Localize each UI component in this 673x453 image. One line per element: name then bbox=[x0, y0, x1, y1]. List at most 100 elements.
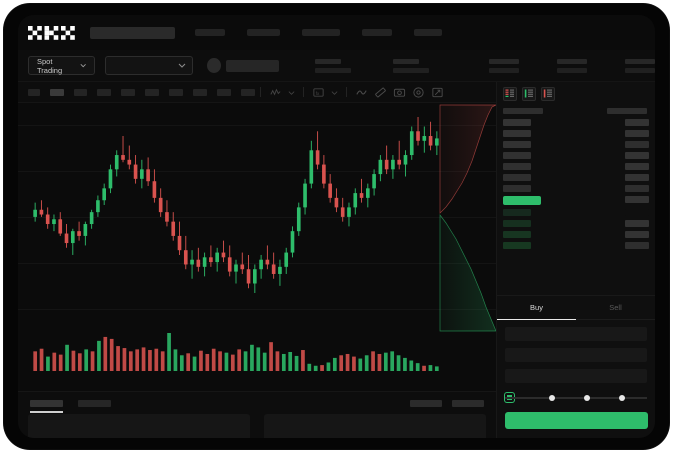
search-input[interactable] bbox=[90, 26, 175, 39]
orders-action-0[interactable] bbox=[410, 400, 442, 407]
orderbook-ask-row[interactable] bbox=[503, 185, 649, 192]
slider-track bbox=[505, 397, 647, 399]
orderbook-ask-row[interactable] bbox=[503, 152, 649, 159]
tab-sell[interactable]: Sell bbox=[576, 296, 655, 320]
orderbook-ask-row[interactable] bbox=[503, 141, 649, 148]
ask-size bbox=[625, 174, 649, 181]
market-mode-selector[interactable]: Spot Trading bbox=[28, 56, 96, 75]
interval-button-9[interactable] bbox=[241, 88, 255, 96]
top-navigation-bar bbox=[18, 15, 655, 50]
tab-order-history[interactable] bbox=[78, 400, 111, 407]
ask-size bbox=[625, 119, 649, 126]
order-total-field[interactable] bbox=[505, 369, 647, 383]
tab-order-history-label bbox=[78, 400, 111, 407]
fullscreen-icon[interactable] bbox=[431, 86, 444, 99]
interval-button-8[interactable] bbox=[217, 88, 231, 96]
orderbook-bid-row[interactable] bbox=[503, 220, 649, 227]
interval-button-0[interactable] bbox=[28, 88, 40, 96]
interval-button-2[interactable] bbox=[74, 88, 87, 96]
nav-item-0[interactable] bbox=[195, 29, 225, 36]
svg-text:fx: fx bbox=[316, 90, 320, 95]
orders-bottom-panel bbox=[18, 391, 496, 438]
chevron-down-icon bbox=[80, 63, 86, 68]
nav-item-4[interactable] bbox=[414, 29, 442, 36]
orders-card-0[interactable] bbox=[28, 414, 250, 438]
orderbook-panel bbox=[496, 82, 655, 295]
interval-button-7[interactable] bbox=[193, 88, 207, 96]
buy-sell-tabs: Buy Sell bbox=[497, 296, 655, 320]
ask-size bbox=[625, 141, 649, 148]
indicators-icon[interactable]: fx bbox=[312, 86, 325, 99]
interval-button-5[interactable] bbox=[145, 88, 159, 96]
line-study-icon[interactable] bbox=[355, 86, 368, 99]
okx-logo[interactable] bbox=[28, 25, 78, 40]
slider-step-50[interactable] bbox=[583, 394, 590, 401]
trading-sub-header: Spot Trading bbox=[18, 50, 655, 82]
ask-price bbox=[503, 152, 531, 159]
chart-type-icon[interactable] bbox=[269, 86, 282, 99]
camera-icon[interactable] bbox=[393, 86, 406, 99]
orderbook-bid-row[interactable] bbox=[503, 242, 649, 249]
volume-series bbox=[33, 333, 439, 371]
ask-price bbox=[503, 163, 531, 170]
slider-step-75[interactable] bbox=[618, 394, 625, 401]
settings-gear-icon[interactable] bbox=[412, 86, 425, 99]
orders-cards bbox=[18, 414, 496, 438]
tab-open-orders-label bbox=[30, 400, 63, 407]
spread-indicator bbox=[503, 196, 541, 205]
order-amount-field[interactable] bbox=[505, 348, 647, 362]
orderbook-rows bbox=[497, 114, 655, 249]
orderbook-bids-icon[interactable] bbox=[522, 87, 536, 101]
interval-button-6[interactable] bbox=[169, 88, 183, 96]
interval-buttons bbox=[28, 88, 255, 96]
chart-gridlines bbox=[18, 103, 496, 391]
submit-order-button[interactable] bbox=[505, 412, 648, 429]
bid-price bbox=[503, 209, 531, 216]
ruler-icon[interactable] bbox=[374, 86, 387, 99]
nav-item-2[interactable] bbox=[302, 29, 340, 36]
orderbook-ask-row[interactable] bbox=[503, 130, 649, 137]
orderbook-bid-row[interactable] bbox=[503, 209, 649, 216]
orders-action-1[interactable] bbox=[452, 400, 484, 407]
orderbook-both-icon[interactable] bbox=[503, 87, 517, 101]
interval-button-4[interactable] bbox=[121, 88, 135, 96]
ask-size bbox=[625, 185, 649, 192]
orderbook-bid-row[interactable] bbox=[503, 231, 649, 238]
orders-card-1[interactable] bbox=[264, 414, 486, 438]
pair-name-label bbox=[225, 59, 279, 72]
interval-button-3[interactable] bbox=[97, 88, 111, 96]
orders-actions bbox=[410, 400, 484, 407]
orderbook-ask-row[interactable] bbox=[503, 119, 649, 126]
chart-type-dropdown-icon[interactable] bbox=[288, 86, 295, 99]
orderbook-column-headers bbox=[497, 101, 655, 114]
spread-size bbox=[625, 196, 649, 203]
price-chart-panel[interactable] bbox=[18, 103, 496, 391]
orderbook-ask-row[interactable] bbox=[503, 174, 649, 181]
nav-item-3[interactable] bbox=[362, 29, 392, 36]
orders-tabs bbox=[18, 392, 496, 413]
ask-price bbox=[503, 174, 531, 181]
ask-price bbox=[503, 185, 531, 192]
slider-step-25[interactable] bbox=[549, 394, 556, 401]
tab-buy[interactable]: Buy bbox=[497, 296, 576, 320]
chart-toolbar: fx bbox=[18, 82, 496, 103]
orderbook-ask-row[interactable] bbox=[503, 163, 649, 170]
order-price-field[interactable] bbox=[505, 327, 647, 341]
market-stat-2 bbox=[489, 58, 519, 73]
interval-button-1[interactable] bbox=[50, 88, 64, 96]
market-depth-overlay bbox=[439, 104, 496, 332]
orderbook-asks-icon[interactable] bbox=[541, 87, 555, 101]
market-stat-3 bbox=[557, 58, 587, 73]
market-stat-0 bbox=[315, 58, 351, 73]
percent-slider[interactable] bbox=[505, 393, 647, 403]
nav-item-1[interactable] bbox=[247, 29, 280, 36]
pair-selector-dropdown[interactable] bbox=[105, 56, 193, 75]
trade-form-panel: Buy Sell bbox=[496, 295, 655, 438]
indicators-dropdown-icon[interactable] bbox=[331, 86, 338, 99]
okx-logo-icon bbox=[28, 25, 75, 40]
orderbook-bids-glyph bbox=[524, 89, 533, 98]
bid-price bbox=[503, 220, 531, 227]
bid-size bbox=[625, 242, 649, 249]
active-tab-underline bbox=[30, 411, 63, 413]
tab-open-orders[interactable] bbox=[30, 400, 63, 413]
